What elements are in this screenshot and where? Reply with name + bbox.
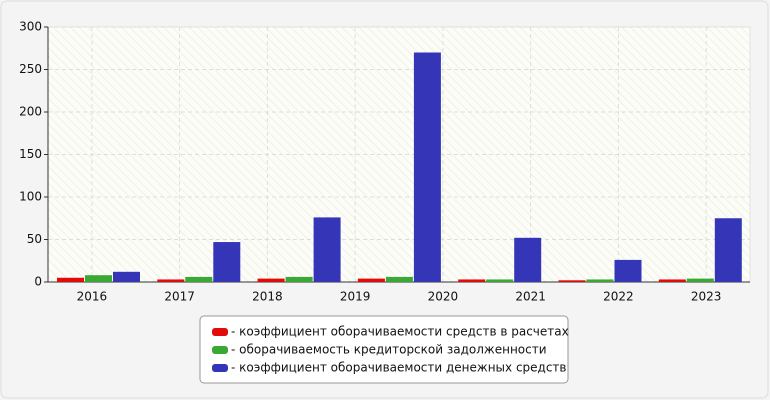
bar — [357, 278, 385, 282]
y-tick-label: 150 — [19, 147, 42, 161]
legend-swatch — [212, 328, 228, 336]
x-tick-label: 2016 — [77, 290, 108, 304]
y-tick-label: 200 — [19, 105, 42, 119]
bar — [113, 271, 140, 282]
bar — [313, 217, 341, 282]
bar — [658, 279, 686, 282]
bar — [257, 278, 285, 282]
bar — [714, 218, 742, 282]
bar — [185, 276, 213, 282]
legend-label: - оборачиваемость кредиторской задолженн… — [231, 343, 547, 357]
x-tick-label: 2020 — [428, 290, 459, 304]
bar — [213, 242, 241, 282]
x-tick-label: 2018 — [252, 290, 283, 304]
x-tick-label: 2021 — [515, 290, 546, 304]
bar — [686, 278, 714, 282]
y-tick-label: 300 — [19, 20, 42, 34]
x-tick-label: 2017 — [164, 290, 195, 304]
bar — [385, 276, 413, 282]
bar — [285, 276, 313, 282]
legend: - коэффициент оборачиваемости средств в … — [199, 315, 569, 384]
bar — [157, 279, 185, 282]
y-tick-label: 50 — [27, 232, 42, 246]
y-tick-label: 0 — [34, 275, 42, 289]
bar — [586, 279, 614, 282]
bar — [85, 275, 112, 282]
legend-swatch — [212, 364, 228, 372]
legend-label: - коэффициент оборачиваемости средств в … — [231, 325, 569, 339]
x-tick-label: 2019 — [340, 290, 371, 304]
bar — [514, 237, 542, 282]
bar — [413, 52, 441, 282]
y-tick-label: 100 — [19, 190, 42, 204]
bar — [57, 277, 84, 282]
bar — [458, 279, 486, 282]
x-tick-label: 2023 — [691, 290, 722, 304]
legend-box — [199, 315, 569, 384]
x-tick-label: 2022 — [603, 290, 634, 304]
bar — [486, 279, 514, 282]
legend-swatch — [212, 346, 228, 354]
bar — [558, 280, 586, 282]
bar — [614, 259, 642, 282]
legend-label: - коэффициент оборачиваемости денежных с… — [231, 361, 567, 375]
y-tick-label: 250 — [19, 62, 42, 76]
